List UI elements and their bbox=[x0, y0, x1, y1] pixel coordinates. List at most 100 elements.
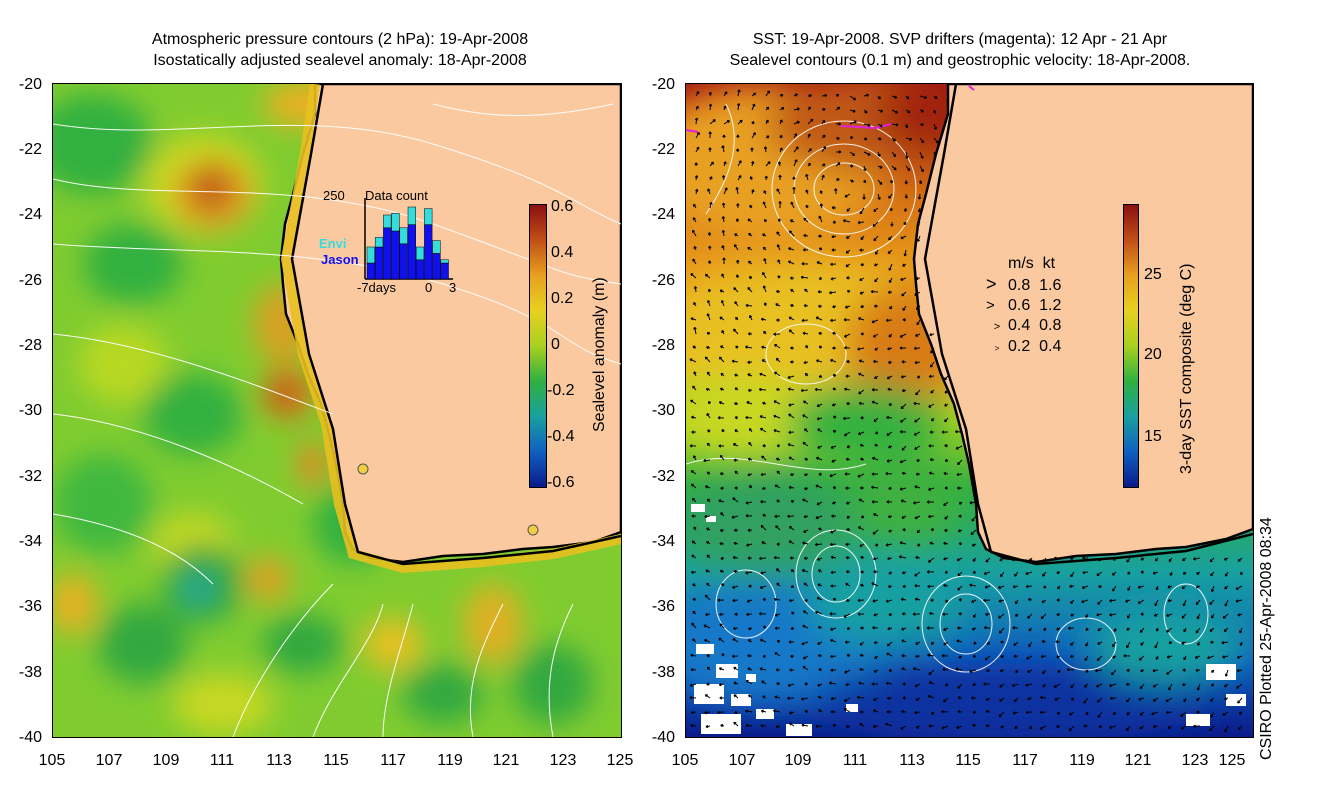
velocity-arrow bbox=[835, 122, 842, 126]
velocity-arrow bbox=[759, 415, 767, 419]
velocity-arrow bbox=[763, 330, 767, 335]
velocity-arrow bbox=[821, 93, 828, 98]
velocity-arrow bbox=[718, 401, 725, 405]
velocity-arrow bbox=[690, 273, 697, 279]
right-ytick: -22 bbox=[651, 141, 675, 158]
velocity-arrow bbox=[1000, 725, 1005, 729]
velocity-arrow bbox=[734, 612, 739, 616]
velocity-arrow bbox=[1113, 627, 1117, 632]
velocity-arrow bbox=[1207, 655, 1215, 660]
velocity-arrow bbox=[790, 276, 795, 280]
velocity-arrow bbox=[873, 557, 879, 561]
velocity-arrow bbox=[830, 710, 837, 714]
velocity-arrow bbox=[846, 724, 851, 729]
velocity-arrow bbox=[708, 260, 712, 265]
velocity-arrow bbox=[888, 263, 893, 271]
velocity-arrow bbox=[735, 186, 739, 195]
velocity-arrow bbox=[873, 641, 879, 645]
velocity-arrow bbox=[1068, 725, 1075, 732]
velocity-arrow bbox=[692, 258, 697, 265]
velocity-arrow bbox=[787, 443, 795, 447]
velocity-arrow bbox=[817, 583, 823, 587]
velocity-arrow bbox=[1011, 683, 1019, 687]
velocity-arrow bbox=[747, 218, 753, 223]
velocity-arrow bbox=[776, 582, 781, 587]
velocity-arrow bbox=[1041, 599, 1047, 603]
velocity-arrow bbox=[843, 697, 851, 702]
velocity-arrow bbox=[927, 584, 935, 589]
velocity-arrow bbox=[1025, 683, 1033, 687]
velocity-arrow bbox=[737, 175, 742, 181]
velocity-arrow bbox=[1169, 571, 1173, 576]
velocity-arrow bbox=[873, 669, 879, 673]
velocity-arrow bbox=[844, 387, 851, 391]
velocity-arrow bbox=[747, 528, 753, 532]
velocity-arrow bbox=[957, 486, 963, 490]
sealevel-contours bbox=[686, 103, 1209, 673]
velocity-arrow bbox=[779, 147, 783, 153]
velocity-arrow bbox=[751, 92, 757, 97]
left-cb-tick-3: 0 bbox=[551, 336, 560, 353]
velocity-arrow bbox=[749, 314, 753, 321]
velocity-arrow bbox=[933, 95, 938, 99]
velocity-arrow bbox=[1040, 613, 1047, 620]
velocity-arrow bbox=[690, 723, 697, 728]
right-ytick: -32 bbox=[651, 468, 675, 485]
velocity-arrow bbox=[720, 556, 725, 560]
velocity-arrow bbox=[1097, 557, 1103, 562]
velocity-arrow bbox=[927, 694, 935, 699]
velocity-arrow bbox=[929, 541, 935, 545]
velocity-arrow bbox=[871, 485, 879, 489]
velocity-arrow bbox=[1096, 613, 1103, 617]
velocity-arrow bbox=[973, 641, 977, 645]
velocity-arrow bbox=[723, 91, 728, 97]
velocity-arrow bbox=[690, 667, 697, 672]
velocity-arrow bbox=[1223, 683, 1229, 688]
velocity-arrow bbox=[734, 233, 739, 237]
velocity-arrow bbox=[886, 375, 893, 380]
velocity-arrow bbox=[707, 232, 712, 237]
velocity-arrow bbox=[900, 725, 907, 730]
velocity-arrow bbox=[761, 455, 767, 461]
velocity-arrow bbox=[1056, 655, 1061, 659]
velocity-arrow bbox=[734, 710, 739, 715]
velocity-arrow bbox=[863, 93, 869, 97]
velocity-arrow bbox=[1139, 725, 1145, 730]
velocity-arrow bbox=[802, 331, 809, 335]
velocity-arrow bbox=[915, 725, 921, 729]
velocity-arrow bbox=[807, 162, 811, 167]
velocity-arrow bbox=[857, 473, 865, 478]
velocity-arrow bbox=[905, 151, 909, 159]
velocity-arrow bbox=[720, 372, 725, 377]
velocity-arrow bbox=[788, 413, 795, 419]
velocity-arrow bbox=[859, 723, 865, 727]
velocity-arrow bbox=[703, 458, 711, 463]
left-xtick: 119 bbox=[437, 752, 463, 769]
velocity-arrow bbox=[1239, 711, 1243, 715]
right-cb-tick-2: 15 bbox=[1144, 428, 1162, 445]
velocity-arrow bbox=[763, 258, 767, 265]
velocity-arrow bbox=[1209, 725, 1215, 732]
velocity-arrow bbox=[692, 345, 697, 349]
velocity-arrow bbox=[690, 483, 697, 489]
velocity-arrow bbox=[689, 683, 697, 687]
velocity-arrow bbox=[803, 529, 809, 533]
velocity-arrow bbox=[873, 513, 879, 517]
velocity-arrow bbox=[718, 682, 725, 687]
velocity-arrow bbox=[871, 582, 879, 587]
velocity-arrow bbox=[1193, 724, 1201, 728]
velocity-arrow bbox=[719, 316, 725, 321]
velocity-arrow bbox=[899, 459, 907, 464]
velocity-arrow bbox=[762, 401, 767, 405]
velocity-arrow bbox=[1180, 725, 1187, 730]
velocity-arrow bbox=[944, 403, 949, 407]
velocity-arrow bbox=[733, 287, 739, 293]
velocity-arrow bbox=[843, 318, 851, 322]
velocity-arrow bbox=[818, 304, 823, 308]
velocity-arrow bbox=[704, 485, 711, 489]
left-cb-tick-5: -0.4 bbox=[547, 428, 575, 445]
velocity-arrow bbox=[759, 667, 767, 671]
velocity-arrow bbox=[817, 641, 823, 645]
velocity-arrow bbox=[1167, 585, 1173, 589]
velocity-arrow bbox=[899, 346, 907, 350]
